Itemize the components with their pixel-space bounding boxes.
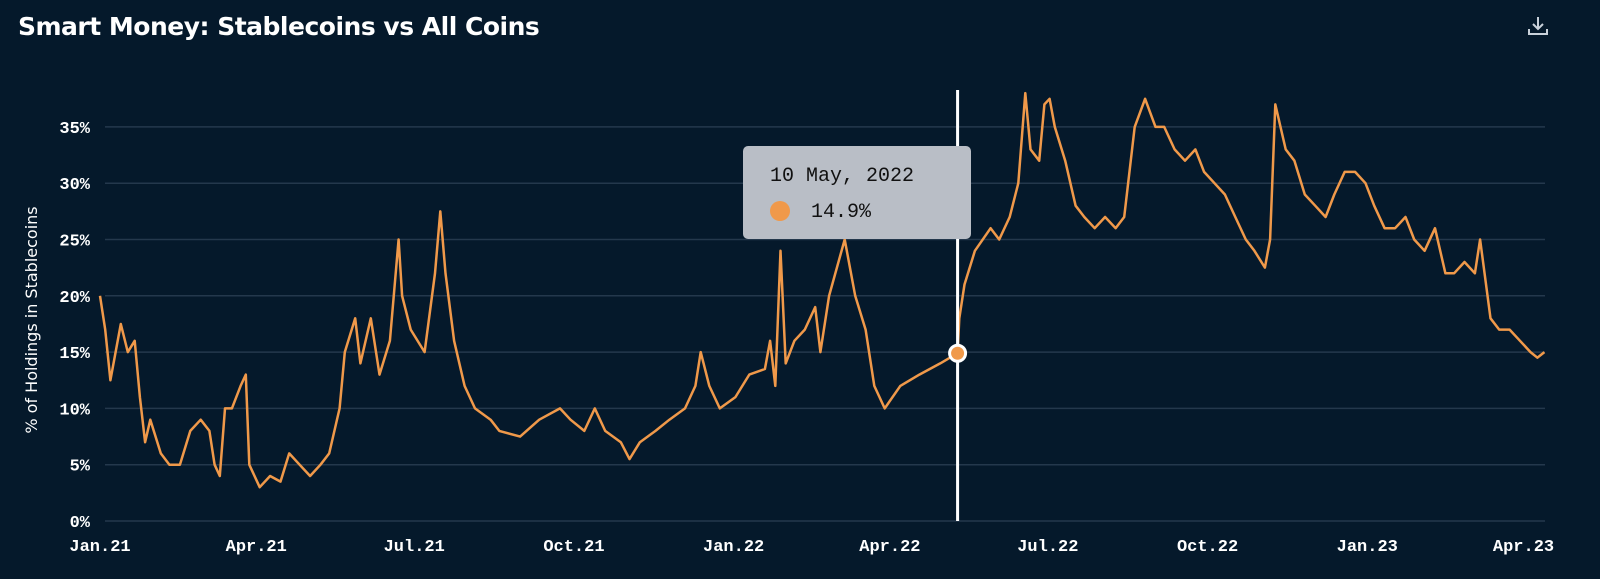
highlight-point[interactable] [948,343,968,363]
y-tick-label: 20% [59,289,90,308]
x-tick-label: Apr.22 [859,538,920,557]
download-button[interactable] [1526,14,1550,38]
y-tick-label: 30% [59,176,90,195]
y-tick-label: 15% [59,345,90,364]
x-tick-label: Jan.22 [703,538,764,557]
tooltip-value: 14.9% [811,201,872,224]
x-tick-label: Oct.21 [543,538,604,557]
series-line [98,91,1546,489]
x-tick-label: Jul.21 [384,538,445,557]
y-tick-label: 5% [70,458,91,477]
x-tick-label: Jan.23 [1337,538,1398,557]
x-tick-label: Jul.22 [1017,538,1078,557]
y-tick-label: 0% [70,514,91,533]
download-icon [1528,17,1548,35]
chart-title: Smart Money: Stablecoins vs All Coins [18,12,540,41]
y-tick-label: 35% [59,120,90,139]
tooltip-date: 10 May, 2022 [770,165,915,188]
x-tick-label: Oct.22 [1177,538,1238,557]
x-tick-label: Jan.21 [69,538,130,557]
y-tick-label: 10% [59,401,90,420]
tooltip: 10 May, 2022 14.9% [743,146,971,239]
x-tick-label: Apr.23 [1493,538,1554,557]
y-tick-label: 25% [59,233,90,252]
x-tick-label: Apr.21 [226,538,287,557]
series-color-dot [770,201,790,221]
y-axis-label: % of Holdings in Stablecoins [22,206,41,433]
